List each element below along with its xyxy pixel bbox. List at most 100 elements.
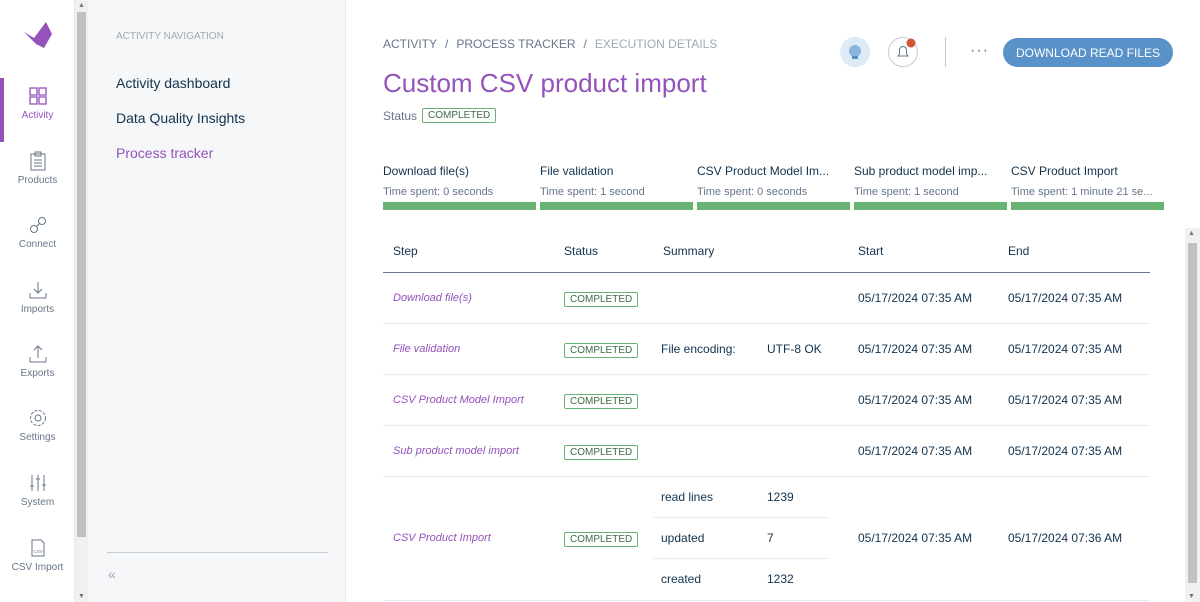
summary-cell: read lines 1239 updated 7 created 1232 bbox=[653, 476, 848, 601]
step-link[interactable]: Sub product model import bbox=[383, 425, 554, 477]
step-link[interactable]: File validation bbox=[383, 323, 554, 375]
status-cell: COMPLETED bbox=[554, 425, 653, 477]
link-icon bbox=[29, 217, 46, 233]
summary-cell: File encoding: UTF-8 OK bbox=[653, 323, 848, 375]
main-content: ACTIVITY / PROCESS TRACKER / EXECUTION DETAI… bbox=[346, 0, 1185, 602]
export-icon bbox=[29, 345, 46, 363]
step-summary: CSV Product Import Time spent: 1 minute 2… bbox=[1011, 164, 1164, 210]
activity-navigation-panel: Activity navigation Activity dashboard D… bbox=[88, 0, 346, 602]
step-time: Time spent: 1 second bbox=[540, 186, 645, 198]
summary-key: created bbox=[661, 572, 702, 586]
link-process-tracker[interactable]: Process tracker bbox=[116, 145, 214, 161]
steps-table: Step Status Summary Start End Download f… bbox=[383, 230, 1150, 601]
end-cell: 05/17/2024 07:35 AM bbox=[998, 374, 1150, 426]
column-header-status: Status bbox=[554, 230, 653, 273]
sliders-icon bbox=[29, 475, 46, 491]
step-time: Time spent: 0 seconds bbox=[697, 186, 808, 198]
collapse-panel-icon[interactable]: « bbox=[108, 566, 116, 582]
step-summary: File validation Time spent: 1 second bbox=[540, 164, 693, 210]
nav-label: Exports bbox=[20, 368, 55, 379]
breadcrumb: ACTIVITY / PROCESS TRACKER / EXECUTION DETAI… bbox=[383, 37, 718, 51]
start-cell: 05/17/2024 07:35 AM bbox=[848, 272, 998, 324]
main-navigation: Activity Products Connect Imports Export… bbox=[0, 0, 75, 602]
status-badge: COMPLETED bbox=[564, 291, 639, 307]
main-scrollbar[interactable]: ▲ ▼ bbox=[1185, 228, 1200, 602]
step-link[interactable]: CSV Product Import bbox=[383, 476, 554, 601]
status-badge: COMPLETED bbox=[422, 108, 497, 123]
step-time: Time spent: 1 second bbox=[854, 186, 959, 198]
nav-item-connect[interactable]: Connect bbox=[0, 215, 75, 279]
step-summary: Download file(s) Time spent: 0 seconds bbox=[383, 164, 536, 210]
column-header-step: Step bbox=[383, 230, 554, 273]
step-name: Download file(s) bbox=[383, 164, 470, 178]
step-name: File validation bbox=[540, 164, 614, 178]
more-options-button[interactable]: ··· bbox=[970, 42, 989, 59]
step-progress-bar bbox=[383, 202, 536, 210]
nav-item-settings[interactable]: Settings bbox=[0, 408, 75, 472]
status-badge: COMPLETED bbox=[564, 342, 639, 358]
summary-item: created 1232 bbox=[653, 559, 829, 600]
nav-label: Connect bbox=[18, 239, 57, 250]
start-cell: 05/17/2024 07:35 AM bbox=[848, 323, 998, 375]
step-name: CSV Product Import bbox=[1011, 164, 1118, 178]
nav-label: Activity bbox=[21, 110, 54, 121]
end-cell: 05/17/2024 07:35 AM bbox=[998, 425, 1150, 477]
nav-item-products[interactable]: Products bbox=[0, 151, 75, 215]
page-title: Custom CSV product import bbox=[383, 68, 707, 98]
start-cell: 05/17/2024 07:35 AM bbox=[848, 374, 998, 426]
step-time: Time spent: 1 minute 21 se... bbox=[1011, 186, 1153, 198]
nav-label: System bbox=[20, 497, 55, 508]
help-avatar-icon[interactable] bbox=[840, 37, 870, 67]
nav-label: CSV Import bbox=[11, 562, 64, 573]
table-row: CSV Product Import COMPLETED read lines 1… bbox=[383, 476, 1150, 601]
nav-scrollbar[interactable]: ▲ ▼ bbox=[75, 0, 88, 602]
nav-label: Imports bbox=[20, 304, 55, 315]
svg-text:CSV: CSV bbox=[33, 549, 42, 554]
table-row: CSV Product Model Import COMPLETED 05/17… bbox=[383, 374, 1150, 426]
column-header-end: End bbox=[998, 230, 1150, 273]
status-badge: COMPLETED bbox=[564, 444, 639, 460]
summary-cell bbox=[653, 374, 848, 426]
breadcrumb-process-tracker[interactable]: PROCESS TRACKER bbox=[456, 37, 576, 51]
gear-icon bbox=[29, 410, 46, 426]
akeneo-logo[interactable] bbox=[22, 20, 54, 52]
table-row: File validation COMPLETED File encoding:… bbox=[383, 323, 1150, 375]
download-read-files-button[interactable]: DOWNLOAD READ FILES bbox=[1003, 38, 1173, 67]
nav-label: Products bbox=[17, 175, 58, 186]
status-label: Status bbox=[383, 108, 418, 123]
divider bbox=[945, 37, 946, 67]
step-name: CSV Product Model Im... bbox=[697, 164, 830, 178]
column-header-start: Start bbox=[848, 230, 998, 273]
table-row: Download file(s) COMPLETED 05/17/2024 07… bbox=[383, 272, 1150, 324]
nav-item-csv-import[interactable]: CSV CSV Import bbox=[0, 538, 75, 602]
step-name: Sub product model imp... bbox=[854, 164, 988, 178]
step-link[interactable]: Download file(s) bbox=[383, 272, 554, 324]
summary-value: 1232 bbox=[767, 572, 794, 586]
step-progress-bar bbox=[1011, 202, 1164, 210]
status-badge: COMPLETED bbox=[564, 532, 639, 547]
nav-item-exports[interactable]: Exports bbox=[0, 344, 75, 408]
step-progress-bar bbox=[854, 202, 1007, 210]
grid-icon bbox=[28, 87, 47, 105]
nav-item-system[interactable]: System bbox=[0, 473, 75, 537]
nav-item-imports[interactable]: Imports bbox=[0, 280, 75, 344]
summary-item: read lines 1239 bbox=[653, 477, 829, 518]
summary-cell bbox=[653, 425, 848, 477]
link-activity-dashboard[interactable]: Activity dashboard bbox=[116, 75, 231, 91]
step-time: Time spent: 0 seconds bbox=[383, 186, 494, 198]
start-cell: 05/17/2024 07:35 AM bbox=[848, 425, 998, 477]
status-cell: COMPLETED bbox=[554, 272, 653, 324]
link-data-quality-insights[interactable]: Data Quality Insights bbox=[116, 110, 246, 126]
nav-item-activity[interactable]: Activity bbox=[0, 78, 75, 150]
step-progress-bar bbox=[540, 202, 693, 210]
end-cell: 05/17/2024 07:35 AM bbox=[998, 323, 1150, 375]
summary-key: read lines bbox=[661, 489, 714, 504]
status-cell: COMPLETED bbox=[554, 323, 653, 375]
notifications-bell-icon[interactable] bbox=[888, 37, 918, 67]
breadcrumb-execution-details: EXECUTION DETAILS bbox=[594, 37, 718, 51]
step-link[interactable]: CSV Product Model Import bbox=[383, 374, 554, 426]
start-cell: 05/17/2024 07:35 AM bbox=[848, 476, 998, 601]
breadcrumb-activity[interactable]: ACTIVITY bbox=[383, 37, 438, 51]
status-cell: COMPLETED bbox=[554, 374, 653, 426]
clipboard-icon bbox=[30, 151, 45, 171]
